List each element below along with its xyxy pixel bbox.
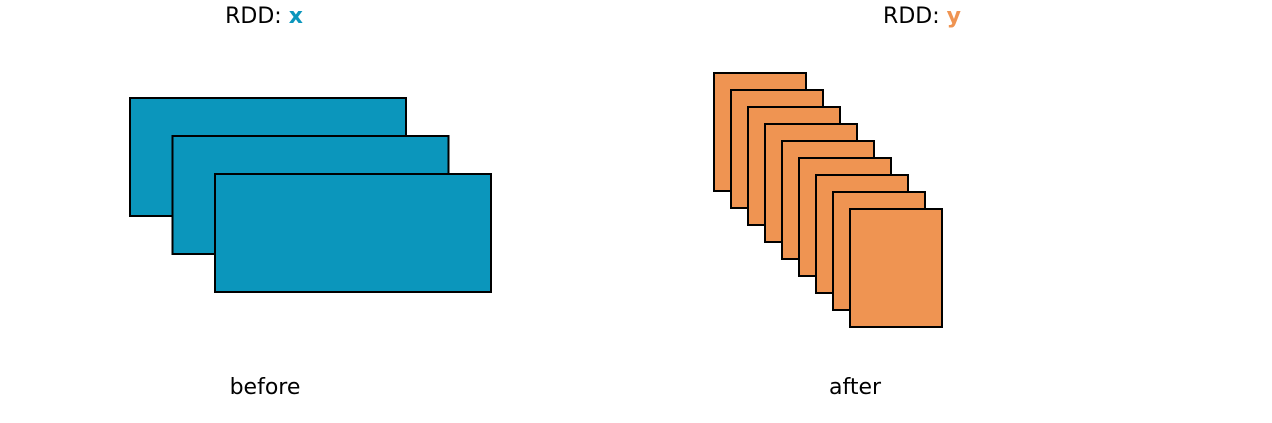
rdd-x-partitions	[130, 98, 491, 292]
rdd-x-partition-3	[215, 174, 491, 292]
rdd-y-partition-9	[850, 209, 942, 327]
before-caption: before	[230, 374, 301, 402]
after-caption: after	[829, 374, 881, 402]
rdd-y-partitions	[714, 73, 942, 327]
